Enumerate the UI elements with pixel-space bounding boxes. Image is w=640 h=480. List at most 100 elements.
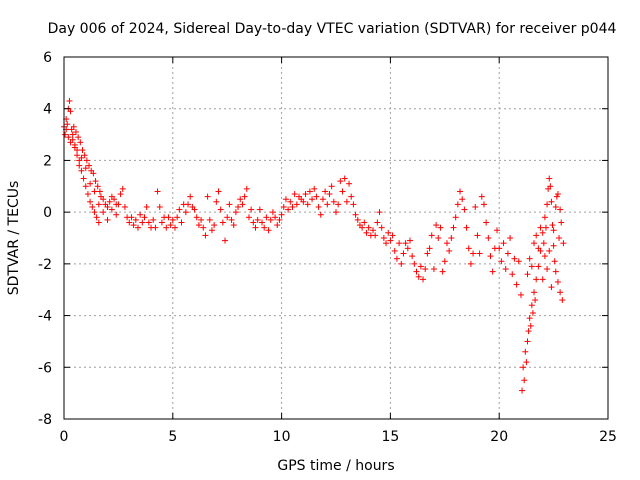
- data-point: [550, 227, 557, 234]
- data-points: [61, 97, 567, 394]
- data-point: [193, 214, 200, 221]
- data-point: [430, 266, 437, 273]
- data-point: [84, 191, 91, 198]
- data-point: [548, 198, 555, 205]
- data-point: [309, 196, 316, 203]
- y-axis-label: SDTVAR / TECUs: [6, 181, 22, 296]
- y-tick-label: -2: [38, 257, 52, 273]
- data-point: [550, 242, 557, 249]
- data-point: [250, 219, 257, 226]
- data-point: [330, 198, 337, 205]
- data-point: [528, 302, 535, 309]
- data-point: [328, 183, 335, 190]
- data-point: [237, 196, 244, 203]
- x-tick-label: 10: [273, 429, 291, 445]
- x-tick-labels: 0 5 10 15 20 25: [60, 429, 617, 445]
- data-point: [70, 123, 77, 130]
- data-point: [81, 152, 88, 159]
- data-point: [341, 175, 348, 182]
- y-tick-label: 4: [43, 102, 52, 118]
- data-point: [90, 170, 97, 177]
- data-point: [282, 196, 289, 203]
- data-point: [489, 268, 496, 275]
- data-point: [104, 203, 111, 210]
- data-point: [560, 240, 567, 247]
- data-point: [74, 152, 81, 159]
- data-point: [195, 222, 202, 229]
- data-point: [389, 232, 396, 239]
- data-point: [452, 214, 459, 221]
- data-point: [532, 297, 539, 304]
- data-point: [557, 289, 564, 296]
- data-point: [113, 201, 120, 208]
- data-point: [424, 250, 431, 257]
- data-point: [104, 216, 111, 223]
- data-point: [457, 188, 464, 195]
- data-point: [121, 203, 128, 210]
- data-point: [276, 216, 283, 223]
- data-point: [472, 203, 479, 210]
- data-point: [93, 214, 100, 221]
- axis-ticks: [63, 56, 609, 420]
- data-point: [232, 209, 239, 216]
- data-point: [313, 193, 320, 200]
- data-point: [365, 224, 372, 231]
- y-tick-label: -8: [38, 412, 52, 428]
- y-tick-label: -6: [38, 360, 52, 376]
- data-point: [79, 147, 86, 154]
- data-point: [559, 297, 566, 304]
- data-point: [428, 232, 435, 239]
- data-point: [106, 198, 113, 205]
- data-point: [285, 206, 292, 213]
- data-point: [274, 222, 281, 229]
- data-point: [502, 266, 509, 273]
- data-point: [206, 216, 213, 223]
- data-point: [523, 359, 530, 366]
- x-axis-label: GPS time / hours: [277, 458, 394, 474]
- data-point: [306, 188, 313, 195]
- data-point: [80, 175, 87, 182]
- data-point: [82, 183, 89, 190]
- data-point: [69, 131, 76, 138]
- data-point: [463, 224, 470, 231]
- data-point: [529, 309, 536, 316]
- data-point: [539, 276, 546, 283]
- data-point: [78, 154, 85, 161]
- chart-title: Day 006 of 2024, Sidereal Day-to-day VTE…: [48, 21, 617, 37]
- data-point: [176, 206, 183, 213]
- data-point: [82, 165, 89, 172]
- data-point: [383, 240, 390, 247]
- x-tick-label: 15: [381, 429, 399, 445]
- data-point: [67, 139, 74, 146]
- data-point: [531, 240, 538, 247]
- data-point: [132, 216, 139, 223]
- data-point: [92, 178, 99, 185]
- data-point: [86, 162, 93, 169]
- data-point: [554, 191, 561, 198]
- data-point: [441, 258, 448, 265]
- data-point: [95, 219, 102, 226]
- data-point: [217, 206, 224, 213]
- data-point: [525, 328, 532, 335]
- data-point: [65, 134, 72, 141]
- data-point: [235, 203, 242, 210]
- data-point: [406, 237, 413, 244]
- data-point: [185, 201, 192, 208]
- data-point: [187, 193, 194, 200]
- data-point: [517, 291, 524, 298]
- data-point: [293, 201, 300, 208]
- data-point: [551, 258, 558, 265]
- data-point: [415, 273, 422, 280]
- data-point: [498, 258, 505, 265]
- data-point: [182, 209, 189, 216]
- data-point: [500, 240, 507, 247]
- data-point: [459, 196, 466, 203]
- data-point: [272, 214, 279, 221]
- data-point: [259, 219, 266, 226]
- data-point: [363, 229, 370, 236]
- data-point: [478, 193, 485, 200]
- data-point: [137, 211, 144, 218]
- data-point: [487, 253, 494, 260]
- data-point: [553, 193, 560, 200]
